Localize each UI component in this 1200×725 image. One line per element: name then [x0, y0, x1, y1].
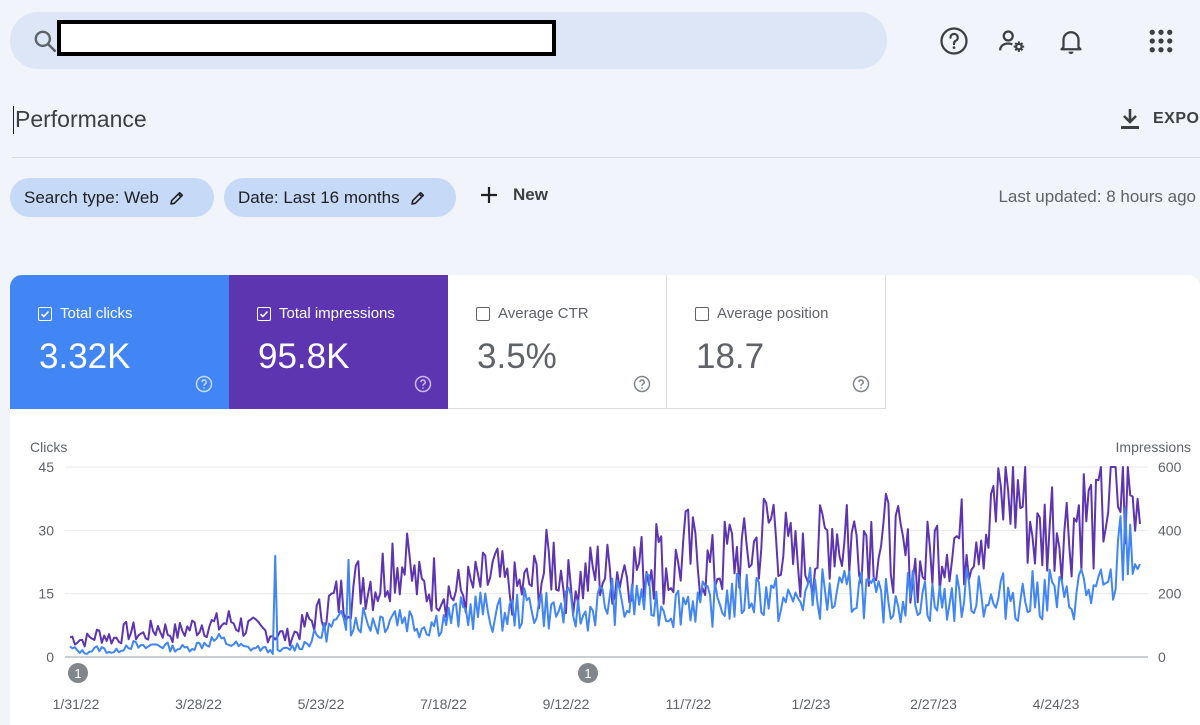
series-line-clicks: [69, 506, 1141, 655]
help-icon[interactable]: [633, 375, 651, 393]
x-tick-label: 9/12/22: [543, 696, 590, 712]
checkbox-unchecked-icon[interactable]: [695, 306, 709, 321]
manage-users-icon[interactable]: [997, 26, 1027, 56]
left-axis-label: Clicks: [30, 439, 67, 455]
metric-label: Total clicks: [60, 305, 133, 322]
checkbox-checked-icon[interactable]: [38, 306, 52, 321]
help-icon[interactable]: [195, 375, 213, 393]
metric-total-impressions[interactable]: Total impressions 95.8K: [229, 275, 448, 409]
right-axis-label: Impressions: [1116, 439, 1191, 455]
metric-value: 18.7: [696, 337, 765, 376]
export-label: EXPO: [1153, 110, 1200, 127]
left-tick-label: 15: [38, 586, 54, 602]
metric-label: Total impressions: [279, 305, 395, 322]
annotation-marker[interactable]: 1: [578, 663, 598, 683]
metric-value: 95.8K: [258, 337, 350, 376]
search-input[interactable]: [57, 20, 556, 56]
x-tick-label: 3/28/22: [175, 696, 222, 712]
metric-average-ctr[interactable]: Average CTR 3.5%: [448, 275, 667, 409]
annotation-label: 1: [74, 666, 81, 681]
right-tick-label: 200: [1158, 586, 1182, 602]
metric-value: 3.32K: [39, 337, 131, 376]
metric-label: Average CTR: [498, 305, 589, 322]
plus-icon: [481, 187, 497, 203]
date-label: Date: Last 16 months: [238, 187, 400, 207]
annotation-marker[interactable]: 1: [68, 663, 88, 683]
search-type-label: Search type: Web: [24, 187, 159, 207]
edit-icon: [410, 191, 424, 205]
new-filter-label: New: [513, 185, 548, 204]
new-filter-button[interactable]: New: [479, 185, 548, 205]
last-updated-text: Last updated: 8 hours ago: [998, 187, 1196, 206]
left-tick-label: 0: [46, 649, 54, 665]
metric-value: 3.5%: [477, 337, 557, 376]
x-tick-label: 2/27/23: [910, 696, 957, 712]
help-icon[interactable]: [414, 375, 432, 393]
x-tick-label: 5/23/22: [298, 696, 345, 712]
help-icon[interactable]: [852, 375, 870, 393]
checkbox-checked-icon[interactable]: [257, 306, 271, 321]
date-chip[interactable]: Date: Last 16 months: [224, 178, 456, 217]
metric-total-clicks[interactable]: Total clicks 3.32K: [10, 275, 229, 409]
search-icon[interactable]: [32, 28, 58, 54]
left-tick-label: 45: [38, 459, 54, 475]
left-tick-label: 30: [38, 522, 54, 538]
page-title: Performance: [15, 106, 147, 132]
x-tick-label: 4/24/23: [1033, 696, 1080, 712]
export-button[interactable]: EXPO: [1119, 106, 1199, 132]
divider: [12, 157, 1200, 158]
help-icon[interactable]: [939, 26, 969, 56]
edit-icon: [170, 191, 183, 205]
x-tick-label: 11/7/22: [666, 696, 712, 712]
x-tick-label: 1/2/23: [792, 696, 831, 712]
text-cursor: [13, 106, 14, 134]
right-tick-label: 400: [1158, 522, 1182, 538]
apps-grid-icon[interactable]: [1146, 26, 1176, 56]
checkbox-unchecked-icon[interactable]: [476, 306, 490, 321]
metric-average-position[interactable]: Average position 18.7: [667, 275, 886, 409]
right-tick-label: 0: [1158, 649, 1166, 665]
x-tick-label: 7/18/22: [420, 696, 467, 712]
series-line-impressions: [69, 466, 1141, 648]
annotation-label: 1: [584, 666, 591, 681]
x-tick-label: 1/31/22: [53, 696, 100, 712]
download-icon: [1121, 109, 1139, 129]
metric-label: Average position: [717, 305, 829, 322]
right-tick-label: 600: [1158, 459, 1182, 475]
search-type-chip[interactable]: Search type: Web: [10, 178, 214, 217]
notifications-icon[interactable]: [1056, 26, 1086, 56]
performance-card: Total clicks 3.32K Total impressions 95.…: [10, 275, 1200, 725]
